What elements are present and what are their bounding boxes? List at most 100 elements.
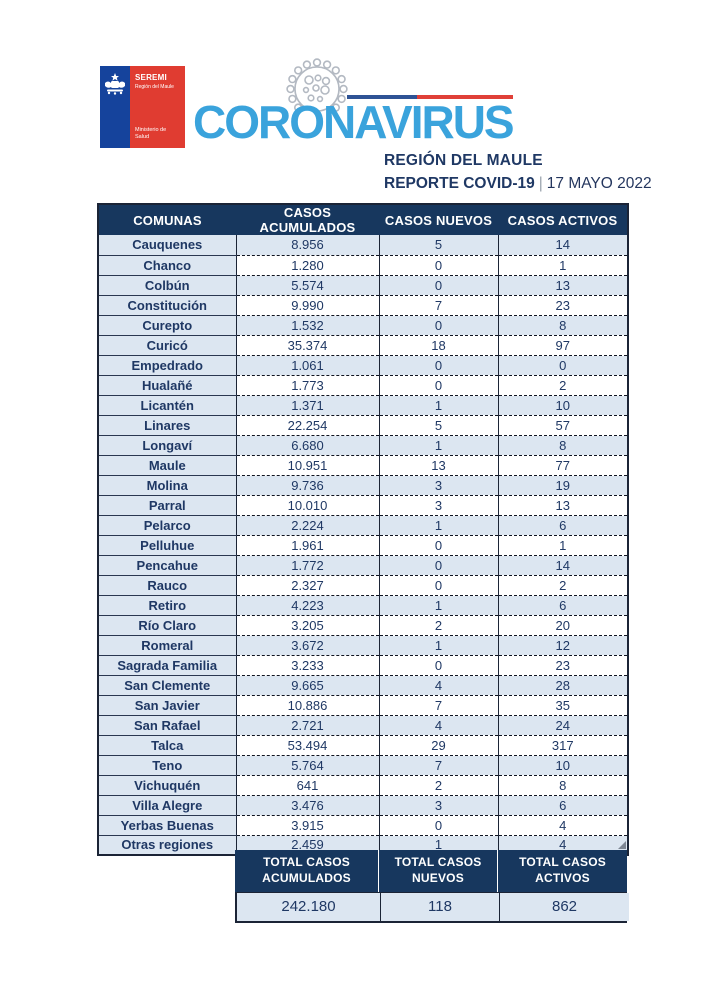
comuna-cell: Linares — [97, 415, 237, 436]
col-header-acumulados: CASOS ACUMULADOS — [236, 204, 379, 235]
logo-ministry-label: Ministerio de Salud — [135, 127, 167, 141]
comuna-cell: Longaví — [97, 435, 237, 456]
nuevos-cell: 5 — [378, 415, 499, 436]
table-row: Pelluhue 1.961 0 1 — [97, 535, 629, 556]
table-row: Pelarco 2.224 1 6 — [97, 515, 629, 536]
report-subtitle: REPORTE COVID-19 | 17 MAYO 2022 — [384, 175, 652, 193]
nuevos-cell: 0 — [378, 355, 499, 376]
nuevos-cell: 0 — [378, 815, 499, 836]
nuevos-cell: 1 — [378, 395, 499, 416]
totals-header-nuevos: TOTAL CASOS NUEVOS — [378, 850, 497, 893]
acumulados-cell: 53.494 — [235, 735, 380, 756]
table-row: Retiro 4.223 1 6 — [97, 595, 629, 616]
coat-of-arms-icon — [105, 73, 125, 95]
acumulados-cell: 3.672 — [235, 635, 380, 656]
activos-cell: 13 — [497, 275, 629, 296]
table-row: San Rafael 2.721 4 24 — [97, 715, 629, 736]
activos-cell: 23 — [497, 295, 629, 316]
comuna-cell: San Rafael — [97, 715, 237, 736]
table-row: Linares 22.254 5 57 — [97, 415, 629, 436]
comuna-cell: Otras regiones — [97, 835, 237, 855]
comuna-cell: Romeral — [97, 635, 237, 656]
activos-cell: 1 — [497, 535, 629, 556]
comuna-cell: San Clemente — [97, 675, 237, 696]
acumulados-cell: 3.915 — [235, 815, 380, 836]
acumulados-cell: 9.665 — [235, 675, 380, 696]
acumulados-cell: 5.764 — [235, 755, 380, 776]
report-separator: | — [538, 175, 543, 192]
ministry-logo: SEREMI Región del Maule Ministerio de Sa… — [100, 66, 185, 148]
acumulados-cell: 35.374 — [235, 335, 380, 356]
brand-underline — [347, 95, 513, 99]
activos-cell: 19 — [497, 475, 629, 496]
nuevos-cell: 1 — [378, 435, 499, 456]
comuna-cell: Sagrada Familia — [97, 655, 237, 676]
nuevos-cell: 0 — [378, 575, 499, 596]
activos-cell: 14 — [497, 235, 629, 256]
comuna-cell: San Javier — [97, 695, 237, 716]
acumulados-cell: 10.010 — [235, 495, 380, 516]
nuevos-cell: 7 — [378, 755, 499, 776]
comuna-cell: Río Claro — [97, 615, 237, 636]
comuna-cell: Cauquenes — [97, 235, 237, 256]
table-row: Teno 5.764 7 10 — [97, 755, 629, 776]
virus-icon — [286, 58, 348, 112]
table-row: Chanco 1.280 0 1 — [97, 255, 629, 276]
acumulados-cell: 2.721 — [235, 715, 380, 736]
comuna-cell: Curicó — [97, 335, 237, 356]
nuevos-cell: 1 — [378, 515, 499, 536]
activos-cell: 20 — [497, 615, 629, 636]
acumulados-cell: 10.886 — [235, 695, 380, 716]
comuna-cell: Teno — [97, 755, 237, 776]
nuevos-cell: 7 — [378, 695, 499, 716]
comuna-cell: Licantén — [97, 395, 237, 416]
acumulados-cell: 2.327 — [235, 575, 380, 596]
acumulados-cell: 8.956 — [235, 235, 380, 256]
acumulados-cell: 3.476 — [235, 795, 380, 816]
acumulados-cell: 2.224 — [235, 515, 380, 536]
activos-cell: 2 — [497, 575, 629, 596]
table-row: Molina 9.736 3 19 — [97, 475, 629, 496]
nuevos-cell: 29 — [378, 735, 499, 756]
comuna-cell: Talca — [97, 735, 237, 756]
nuevos-cell: 3 — [378, 495, 499, 516]
report-date: 17 MAYO 2022 — [546, 175, 652, 192]
activos-cell: 12 — [497, 635, 629, 656]
totals-header-acumulados: TOTAL CASOS ACUMULADOS — [235, 850, 378, 893]
nuevos-cell: 0 — [378, 375, 499, 396]
acumulados-cell: 4.223 — [235, 595, 380, 616]
comuna-cell: Empedrado — [97, 355, 237, 376]
activos-cell: 2 — [497, 375, 629, 396]
nuevos-cell: 0 — [378, 275, 499, 296]
nuevos-cell: 18 — [378, 335, 499, 356]
activos-cell: 0 — [497, 355, 629, 376]
table-row: Talca 53.494 29 317 — [97, 735, 629, 756]
report-label: REPORTE COVID-19 — [384, 175, 535, 192]
table-body: Cauquenes 8.956 5 14 Chanco 1.280 0 1 Co… — [97, 235, 629, 855]
activos-cell: 13 — [497, 495, 629, 516]
acumulados-cell: 3.205 — [235, 615, 380, 636]
table-row: San Clemente 9.665 4 28 — [97, 675, 629, 696]
nuevos-cell: 1 — [378, 595, 499, 616]
table-row: Yerbas Buenas 3.915 0 4 — [97, 815, 629, 836]
nuevos-cell: 2 — [378, 615, 499, 636]
totals-section: TOTAL CASOS ACUMULADOS TOTAL CASOS NUEVO… — [235, 850, 629, 924]
activos-cell: 77 — [497, 455, 629, 476]
table-row: Parral 10.010 3 13 — [97, 495, 629, 516]
activos-cell: 28 — [497, 675, 629, 696]
table-row: Curepto 1.532 0 8 — [97, 315, 629, 336]
activos-cell: 317 — [497, 735, 629, 756]
activos-cell: 14 — [497, 555, 629, 576]
comuna-cell: Yerbas Buenas — [97, 815, 237, 836]
table-row: Constitución 9.990 7 23 — [97, 295, 629, 316]
comuna-cell: Rauco — [97, 575, 237, 596]
activos-cell: 1 — [497, 255, 629, 276]
activos-cell: 57 — [497, 415, 629, 436]
table-row: Romeral 3.672 1 12 — [97, 635, 629, 656]
acumulados-cell: 22.254 — [235, 415, 380, 436]
nuevos-cell: 5 — [378, 235, 499, 256]
nuevos-cell: 2 — [378, 775, 499, 796]
totals-header-row: TOTAL CASOS ACUMULADOS TOTAL CASOS NUEVO… — [235, 850, 627, 893]
table-row: Pencahue 1.772 0 14 — [97, 555, 629, 576]
activos-cell: 97 — [497, 335, 629, 356]
